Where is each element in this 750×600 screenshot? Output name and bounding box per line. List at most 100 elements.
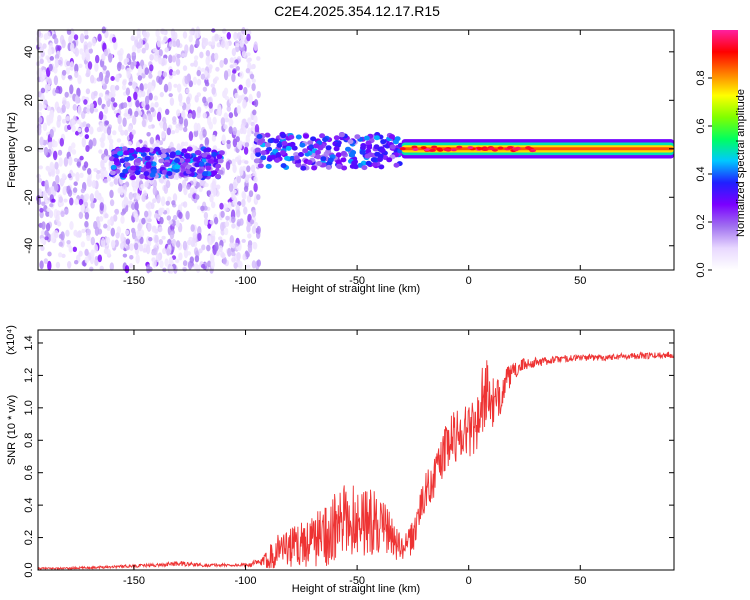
spectrogram-cell [245,68,251,74]
spectrogram-cell [162,247,167,255]
spectrogram-cell [512,148,519,152]
snr-xtick-label: -100 [235,575,257,587]
spectrogram-cell [199,130,204,141]
spectrogram-cell [45,210,50,217]
spectrogram-cell [87,168,92,175]
spectrogram-cell [84,212,90,220]
spectrogram-cell [189,44,194,54]
spectrogram-cell [188,131,194,142]
spectrogram-cell [156,111,162,122]
spectrogram-cell [213,158,220,164]
spectrogram-cell [37,188,42,195]
spectrogram-cell [182,267,187,272]
spectrogram-cell [55,213,60,223]
spectrogram-cell [165,108,170,115]
spectrogram-cell [142,31,148,38]
spectrogram-cell [222,28,227,34]
spectrogram-cell [201,244,206,251]
spectrogram-cell [106,225,111,231]
spectrogram-cell [313,143,320,149]
spectrogram-cell [141,119,147,128]
spectrogram-cell [232,164,237,174]
spectrogram-cell [205,165,212,171]
spectrogram-cell [333,146,340,152]
spectrogram-cell [104,156,110,161]
spectrogram-cell [196,168,203,174]
spectrogram-cell [253,158,260,164]
spectrogram-cell [196,205,202,210]
spectrogram-ytick-label: -40 [23,238,35,254]
spectrogram-cell [203,217,209,226]
spectrogram-cell [284,155,291,161]
spectrogram-cell [79,48,84,55]
spectrogram-cell [216,184,221,190]
spectrogram-cell [166,248,171,256]
spectrogram-cell [224,95,229,101]
spectrogram-cell [169,231,175,240]
spectrogram-cell [158,57,163,65]
spectrogram-cell [246,165,251,173]
spectrogram-xtick-label: -100 [235,275,257,287]
spectrogram-cell [327,157,334,163]
spectrogram-cell [365,160,372,166]
spectrogram-cell [315,154,322,160]
spectrogram-cell [96,126,102,133]
spectrogram-cell [159,260,164,269]
snr-frame [37,329,675,571]
spectrogram-cell [183,248,189,259]
spectrogram-cell [44,179,49,190]
spectrogram-cell [126,67,131,74]
spectrogram-cell [217,158,224,164]
spectrogram-cell [201,37,207,44]
spectrogram-cell [200,205,205,212]
spectrogram-cell [46,83,51,91]
spectrogram-cell [224,117,230,123]
spectrogram-cell [69,221,74,230]
spectrogram-cell [182,31,188,39]
spectrogram-cell [123,150,130,156]
spectrogram-cell [335,152,342,158]
spectrogram-cell [113,40,118,51]
spectrogram-cell [97,33,102,42]
spectrogram-cell [36,198,42,206]
spectrogram-cell [137,75,143,81]
spectrogram-cell [341,165,348,171]
colorbar-tick-label: 0.6 [695,118,707,133]
spectrogram-cell [379,148,386,154]
spectrogram-cell [38,116,43,124]
spectrogram-cell [49,128,54,138]
spectrogram-cell [182,65,188,71]
spectrogram-cell [148,73,153,79]
spectrogram-cell [436,147,443,151]
spectrogram-cell [226,32,231,40]
spectrogram-cell [66,240,71,245]
spectrogram-cell [325,145,332,151]
spectrogram-cell [55,168,60,175]
spectrogram-cell [228,97,234,105]
snr-ytick-label: 0.6 [23,465,35,480]
spectrogram-cell [176,53,181,59]
spectrogram-cell [109,170,116,176]
spectrogram-cell [49,56,54,61]
spectrogram-cell [37,178,43,183]
spectrogram-cell [93,90,98,96]
spectrogram-cell [39,136,44,146]
spectrogram-cell [204,81,210,87]
spectrogram-cell [456,145,463,149]
spectrogram-cell [221,252,226,259]
spectrogram-cell [194,255,200,263]
spectrogram-cell [57,114,62,122]
spectrogram-cell [81,137,87,148]
spectrogram-cell [247,127,252,137]
spectrogram-cell [168,93,173,98]
spectrogram-cell [412,148,419,151]
spectrogram-cell [243,146,249,155]
spectrogram-cell [211,230,216,237]
spectrogram-cell [82,121,87,128]
spectrogram-cell [171,55,177,63]
spectrogram-cell [189,167,196,173]
spectrogram-cell [71,142,76,149]
spectrogram-cell [250,152,255,161]
spectrogram-cell [99,265,104,271]
spectrogram-cell [128,192,134,200]
